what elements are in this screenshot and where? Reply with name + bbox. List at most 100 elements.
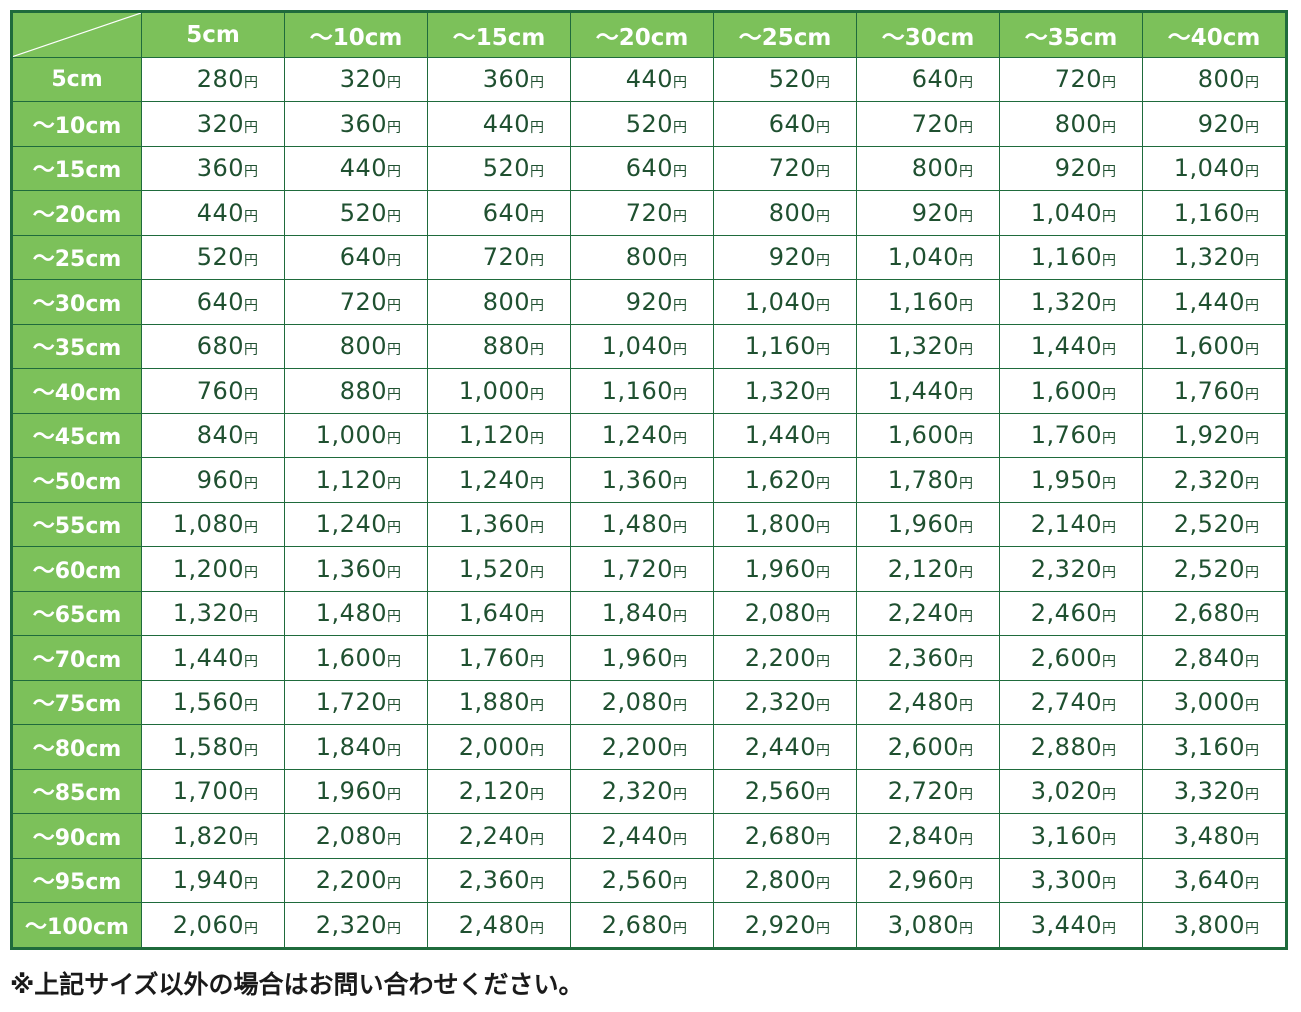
yen-unit: 円 — [959, 475, 973, 492]
price-cell: 1,440 円 — [856, 368, 1000, 414]
price-value: 2,680 — [744, 821, 816, 850]
price-value: 920 — [625, 287, 673, 316]
yen-unit: 円 — [530, 386, 544, 403]
price-cell: 2,080 円 — [570, 679, 714, 725]
price-cell: 2,680 円 — [713, 813, 857, 859]
yen-unit: 円 — [673, 208, 687, 225]
column-header: 〜40cm — [1142, 11, 1287, 58]
price-value: 960 — [196, 465, 244, 494]
price-value: 1,480 — [601, 510, 673, 539]
price-value: 2,520 — [1173, 510, 1245, 539]
price-cell: 2,440 円 — [713, 724, 857, 770]
price-value: 640 — [482, 198, 530, 227]
price-value: 2,320 — [1173, 465, 1245, 494]
price-cell: 1,320 円 — [713, 368, 857, 414]
price-value: 2,680 — [601, 910, 673, 939]
row-header: 〜50cm — [11, 457, 142, 503]
price-cell: 2,480 円 — [856, 679, 1000, 725]
price-value: 800 — [339, 332, 387, 361]
price-value: 2,200 — [315, 866, 387, 895]
yen-unit: 円 — [816, 342, 830, 359]
price-value: 320 — [196, 109, 244, 138]
price-cell: 520 円 — [570, 101, 714, 147]
row-header: 〜10cm — [11, 101, 142, 147]
price-cell: 1,360 円 — [570, 457, 714, 503]
yen-unit: 円 — [1245, 342, 1259, 359]
yen-unit: 円 — [1102, 653, 1116, 670]
table-row: 〜80cm 1,580 円 1,840 円 2,000 円 2,200 円 2,440 円 2,600… — [11, 724, 1287, 770]
price-value: 2,840 — [887, 821, 959, 850]
yen-unit: 円 — [244, 609, 258, 626]
price-value: 280 — [196, 65, 244, 94]
price-cell: 920 円 — [713, 234, 857, 280]
price-value: 2,440 — [601, 821, 673, 850]
price-value: 800 — [482, 287, 530, 316]
price-value: 2,920 — [744, 910, 816, 939]
price-cell: 2,080 円 — [284, 813, 428, 859]
yen-unit: 円 — [387, 386, 401, 403]
table-row: 〜20cm 440 円 520 円 640 円 720 円 800 円 920 円 1,040 円 1,160… — [11, 190, 1287, 236]
table-row: 〜25cm 520 円 640 円 720 円 800 円 920 円 1,040 円 1,160 円 1,3… — [11, 234, 1287, 280]
yen-unit: 円 — [530, 742, 544, 759]
price-value: 1,560 — [172, 688, 244, 717]
price-cell: 360 円 — [427, 56, 571, 102]
yen-unit: 円 — [244, 208, 258, 225]
price-value: 920 — [1197, 109, 1245, 138]
diagonal-line — [13, 13, 141, 57]
price-value: 1,580 — [172, 732, 244, 761]
row-header: 〜30cm — [11, 279, 142, 325]
price-cell: 440 円 — [141, 190, 285, 236]
price-value: 880 — [482, 332, 530, 361]
yen-unit: 円 — [816, 920, 830, 937]
price-value: 720 — [339, 287, 387, 316]
yen-unit: 円 — [387, 253, 401, 270]
price-value: 1,440 — [1173, 287, 1245, 316]
price-value: 440 — [196, 198, 244, 227]
yen-unit: 円 — [673, 386, 687, 403]
yen-unit: 円 — [959, 831, 973, 848]
row-header: 〜65cm — [11, 590, 142, 636]
price-value: 2,080 — [601, 688, 673, 717]
price-cell: 920 円 — [1142, 101, 1287, 147]
yen-unit: 円 — [244, 520, 258, 537]
price-cell: 3,800 円 — [1142, 902, 1287, 949]
yen-unit: 円 — [387, 787, 401, 804]
yen-unit: 円 — [1245, 698, 1259, 715]
row-header: 〜70cm — [11, 635, 142, 681]
yen-unit: 円 — [1102, 787, 1116, 804]
price-cell: 2,680 円 — [570, 902, 714, 949]
yen-unit: 円 — [1102, 342, 1116, 359]
yen-unit: 円 — [673, 297, 687, 314]
row-header: 〜40cm — [11, 368, 142, 414]
price-value: 1,320 — [887, 332, 959, 361]
table-row: 〜70cm 1,440 円 1,600 円 1,760 円 1,960 円 2,200 円 2,360… — [11, 635, 1287, 681]
yen-unit: 円 — [244, 386, 258, 403]
price-value: 1,960 — [601, 643, 673, 672]
price-cell: 800 円 — [1142, 56, 1287, 102]
price-cell: 640 円 — [713, 101, 857, 147]
header-row: 5cm 〜10cm 〜15cm 〜20cm 〜25cm 〜30cm 〜35cm … — [11, 11, 1287, 58]
row-header: 〜35cm — [11, 323, 142, 369]
yen-unit: 円 — [673, 876, 687, 893]
price-value: 1,700 — [172, 777, 244, 806]
column-header: 〜25cm — [713, 11, 857, 58]
price-cell: 3,640 円 — [1142, 857, 1287, 903]
price-value: 1,160 — [601, 376, 673, 405]
yen-unit: 円 — [673, 119, 687, 136]
yen-unit: 円 — [673, 475, 687, 492]
price-value: 3,300 — [1030, 866, 1102, 895]
price-cell: 2,320 円 — [999, 546, 1143, 592]
price-value: 1,040 — [744, 287, 816, 316]
price-value: 1,120 — [458, 421, 530, 450]
price-cell: 2,200 円 — [713, 635, 857, 681]
yen-unit: 円 — [1245, 431, 1259, 448]
yen-unit: 円 — [959, 876, 973, 893]
yen-unit: 円 — [816, 787, 830, 804]
yen-unit: 円 — [530, 520, 544, 537]
row-header: 〜55cm — [11, 501, 142, 547]
yen-unit: 円 — [387, 431, 401, 448]
price-cell: 1,780 円 — [856, 457, 1000, 503]
yen-unit: 円 — [1102, 297, 1116, 314]
yen-unit: 円 — [959, 431, 973, 448]
yen-unit: 円 — [816, 698, 830, 715]
